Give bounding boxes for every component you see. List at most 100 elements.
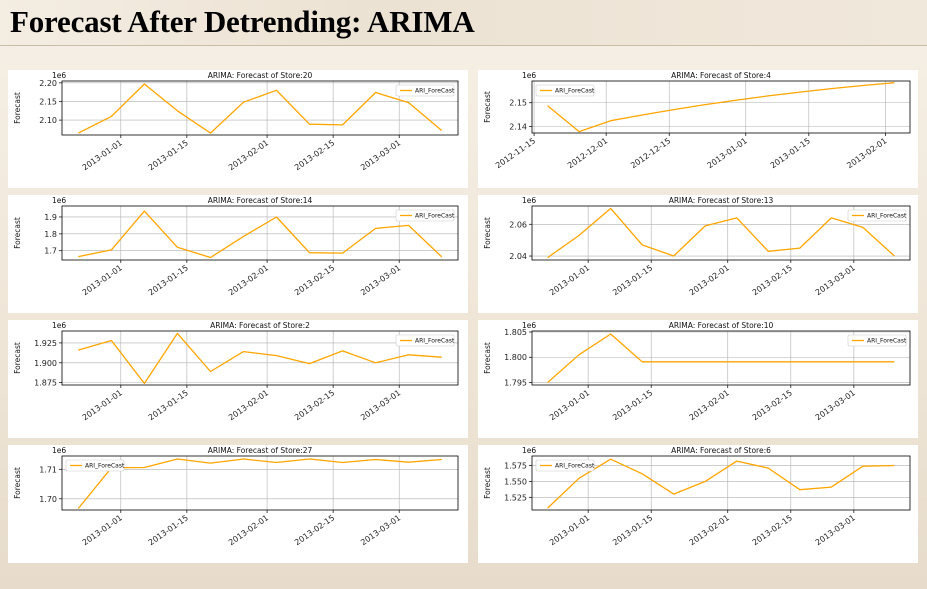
legend-box (847, 209, 907, 222)
legend-box (535, 84, 595, 97)
y-tick-label: 1.575 (504, 462, 527, 471)
axes-frame (531, 205, 911, 261)
legend: ARI_ForeCast (395, 334, 455, 347)
y-axis-label: Forecast (483, 467, 492, 499)
y-offset-label: 1e6 (522, 446, 536, 455)
panel-background (8, 195, 468, 313)
chart-title: ARIMA: Forecast of Store:27 (208, 446, 313, 455)
series-line-ARI_ForeCast (547, 82, 895, 133)
chart-title: ARIMA: Forecast of Store:14 (208, 196, 313, 205)
series-line-ARI_ForeCast (78, 210, 443, 259)
legend: ARI_ForeCast (847, 209, 907, 222)
axes-frame (531, 330, 911, 386)
series-line-ARI_ForeCast (77, 458, 442, 509)
y-tick-label: 1.9 (44, 213, 57, 222)
legend-label: ARI_ForeCast (85, 463, 125, 470)
y-offset-label: 1e6 (522, 196, 536, 205)
series-line-ARI_ForeCast (547, 333, 895, 383)
y-offset-label: 1e6 (522, 71, 536, 80)
y-tick-label: 1.8 (44, 230, 57, 239)
legend-label: ARI_ForeCast (555, 88, 595, 95)
legend-label: ARI_ForeCast (415, 88, 455, 95)
y-offset-label: 1e6 (52, 71, 66, 80)
legend-box (847, 334, 907, 347)
page-title: Forecast After Detrending: ARIMA (10, 4, 475, 39)
legend: ARI_ForeCast (535, 459, 595, 472)
legend-box (65, 459, 125, 472)
y-tick-label: 2.15 (509, 99, 527, 108)
legend-label: ARI_ForeCast (415, 338, 455, 345)
legend-label: ARI_ForeCast (867, 213, 907, 220)
y-tick-label: 1.550 (504, 477, 527, 486)
legend-box (395, 209, 455, 222)
axes-frame (531, 455, 911, 511)
y-tick-label: 1.795 (504, 378, 527, 387)
series-line-ARI_ForeCast (78, 332, 442, 385)
legend-label: ARI_ForeCast (415, 213, 455, 220)
y-axis-label: Forecast (13, 467, 22, 499)
y-tick-label: 2.06 (509, 220, 527, 229)
y-axis-label: Forecast (483, 91, 492, 123)
y-tick-label: 2.20 (39, 79, 57, 88)
y-tick-label: 2.15 (39, 97, 57, 106)
y-offset-label: 1e6 (52, 196, 66, 205)
y-offset-label: 1e6 (52, 321, 66, 330)
legend: ARI_ForeCast (395, 209, 455, 222)
legend-box (395, 84, 455, 97)
y-axis-label: Forecast (13, 92, 22, 124)
chart-title: ARIMA: Forecast of Store:6 (671, 446, 771, 455)
y-axis-label: Forecast (13, 217, 22, 249)
y-tick-label: 1.71 (39, 465, 57, 474)
chart-title: ARIMA: Forecast of Store:13 (669, 196, 774, 205)
legend: ARI_ForeCast (395, 84, 455, 97)
y-tick-label: 1.925 (34, 339, 57, 348)
axes-frame (61, 330, 459, 386)
chart-title: ARIMA: Forecast of Store:10 (669, 321, 774, 330)
chart-title: ARIMA: Forecast of Store:20 (208, 71, 313, 80)
y-offset-label: 1e6 (522, 321, 536, 330)
y-tick-label: 1.800 (504, 353, 527, 362)
legend-box (535, 459, 595, 472)
y-tick-label: 1.70 (39, 495, 57, 504)
axes-frame (531, 80, 911, 134)
y-axis-label: Forecast (483, 217, 492, 249)
legend-label: ARI_ForeCast (555, 463, 595, 470)
axes-frame (61, 80, 459, 136)
legend-label: ARI_ForeCast (867, 338, 907, 345)
legend: ARI_ForeCast (847, 334, 907, 347)
y-tick-label: 1.875 (34, 379, 57, 388)
chart-title: ARIMA: Forecast of Store:2 (210, 321, 310, 330)
y-axis-label: Forecast (483, 342, 492, 374)
y-tick-label: 2.04 (509, 252, 527, 261)
panel-background (8, 320, 468, 438)
legend: ARI_ForeCast (65, 459, 125, 472)
y-axis-label: Forecast (13, 342, 22, 374)
series-line-ARI_ForeCast (547, 458, 895, 509)
y-tick-label: 2.14 (509, 122, 527, 131)
y-offset-label: 1e6 (52, 446, 66, 455)
axes-frame (61, 205, 459, 261)
panel-background (478, 195, 918, 313)
legend: ARI_ForeCast (535, 84, 595, 97)
y-tick-label: 1.805 (504, 328, 527, 337)
axes-frame (61, 455, 459, 511)
y-tick-label: 1.525 (504, 493, 527, 502)
y-tick-label: 2.10 (39, 116, 57, 125)
panel-background (8, 70, 468, 188)
y-tick-label: 1.7 (44, 247, 57, 256)
chart-title: ARIMA: Forecast of Store:4 (671, 71, 771, 80)
series-line-ARI_ForeCast (547, 207, 895, 259)
header-bar: Forecast After Detrending: ARIMA (0, 0, 927, 46)
y-tick-label: 1.900 (34, 359, 57, 368)
series-line-ARI_ForeCast (78, 83, 443, 134)
legend-box (395, 334, 455, 347)
